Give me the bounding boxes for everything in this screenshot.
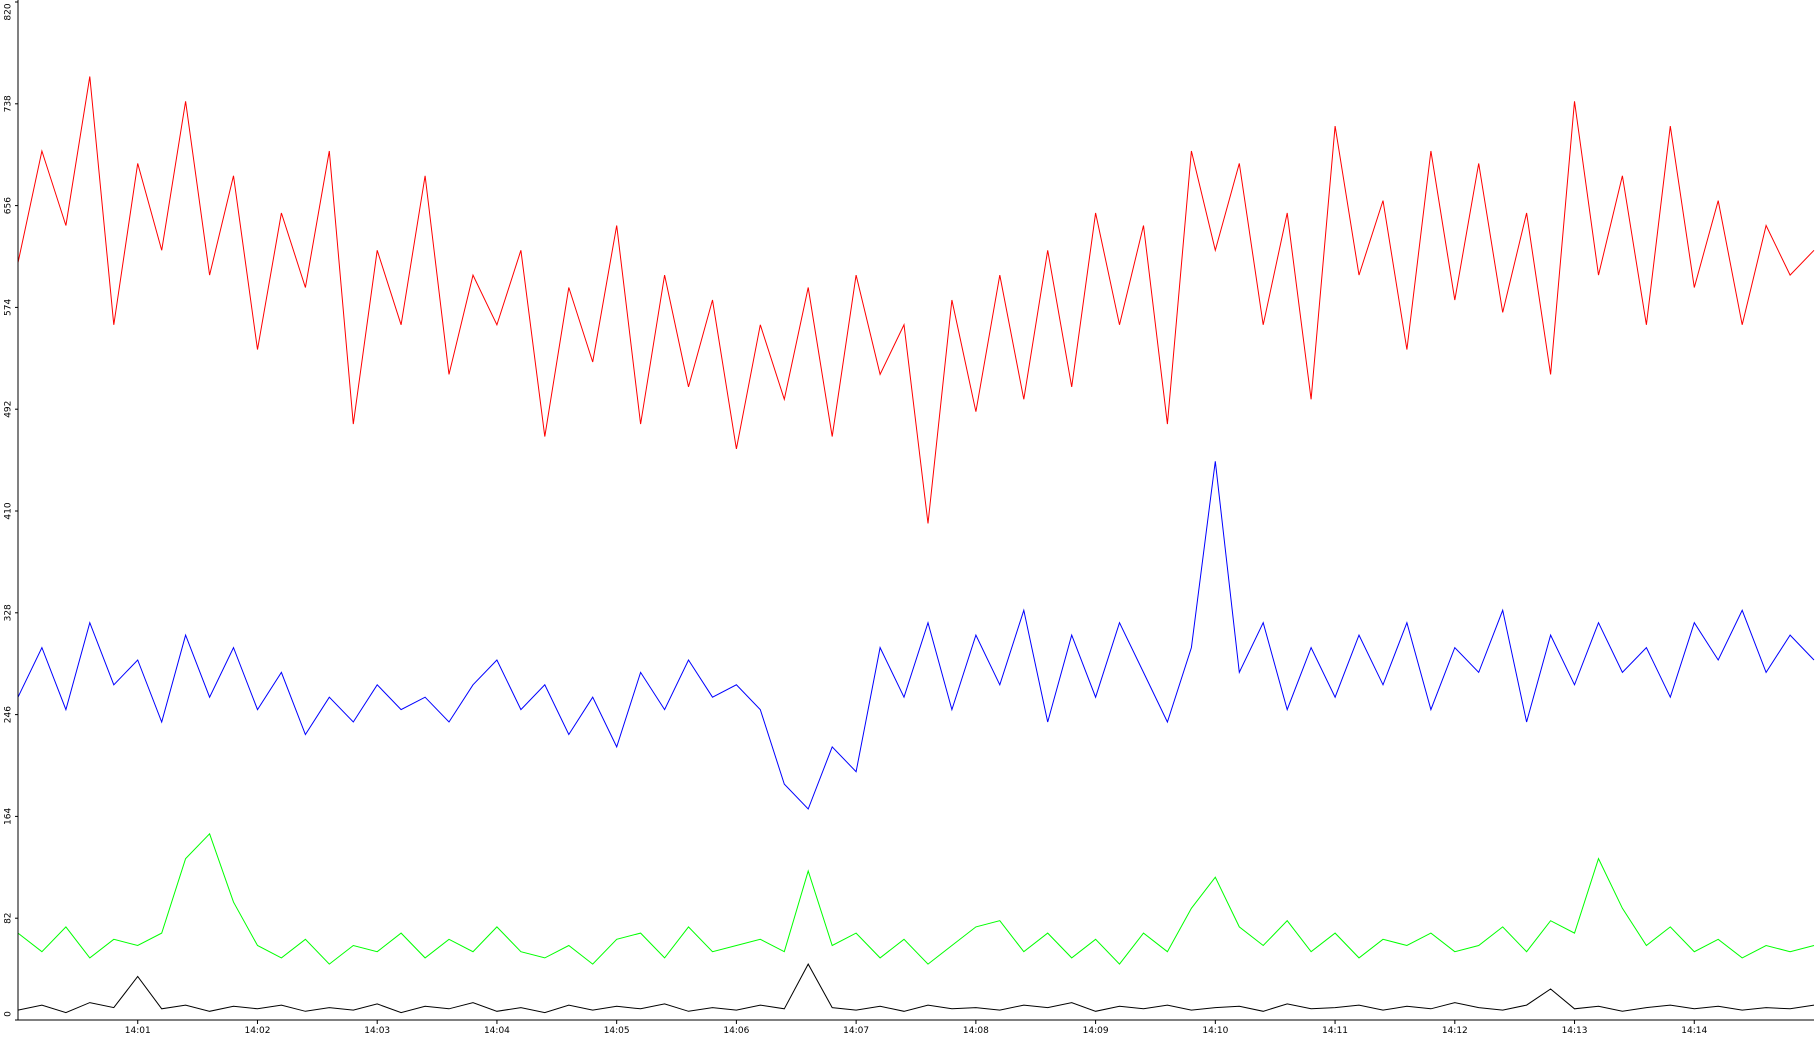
x-tick-label: 14:12 bbox=[1442, 1026, 1468, 1036]
x-tick-label: 14:02 bbox=[244, 1026, 270, 1036]
series-line bbox=[17, 76, 1815, 524]
x-tick-label: 14:14 bbox=[1681, 1026, 1707, 1036]
x-tick-label: 14:11 bbox=[1322, 1026, 1348, 1036]
x-tick-label: 14:08 bbox=[963, 1026, 989, 1036]
x-tick-label: 14:01 bbox=[125, 1026, 151, 1036]
x-tick-label: 14:05 bbox=[604, 1026, 630, 1036]
x-tick-label: 14:03 bbox=[364, 1026, 390, 1036]
y-tick-label: 82 bbox=[4, 912, 14, 923]
series-line bbox=[17, 963, 1815, 1014]
x-tick-label: 14:07 bbox=[843, 1026, 869, 1036]
x-tick-label: 14:09 bbox=[1083, 1026, 1109, 1036]
x-tick-label: 14:06 bbox=[723, 1026, 749, 1036]
y-tick-label: 820 bbox=[4, 3, 14, 20]
y-tick-label: 574 bbox=[4, 299, 14, 316]
x-tick-label: 14:10 bbox=[1202, 1026, 1228, 1036]
x-tick-label: 14:04 bbox=[484, 1026, 510, 1036]
x-tick-label: 14:13 bbox=[1562, 1026, 1588, 1036]
series-line bbox=[17, 461, 1815, 810]
y-tick-label: 656 bbox=[4, 197, 14, 214]
y-tick-label: 410 bbox=[4, 502, 14, 519]
series-line bbox=[17, 832, 1815, 965]
y-tick-label: 164 bbox=[4, 808, 14, 825]
y-tick-label: 492 bbox=[4, 401, 14, 418]
y-tick-label: 246 bbox=[4, 706, 14, 723]
y-tick-label: 328 bbox=[4, 604, 14, 621]
y-tick-label: 0 bbox=[4, 1011, 14, 1017]
y-tick-label: 738 bbox=[4, 95, 14, 112]
